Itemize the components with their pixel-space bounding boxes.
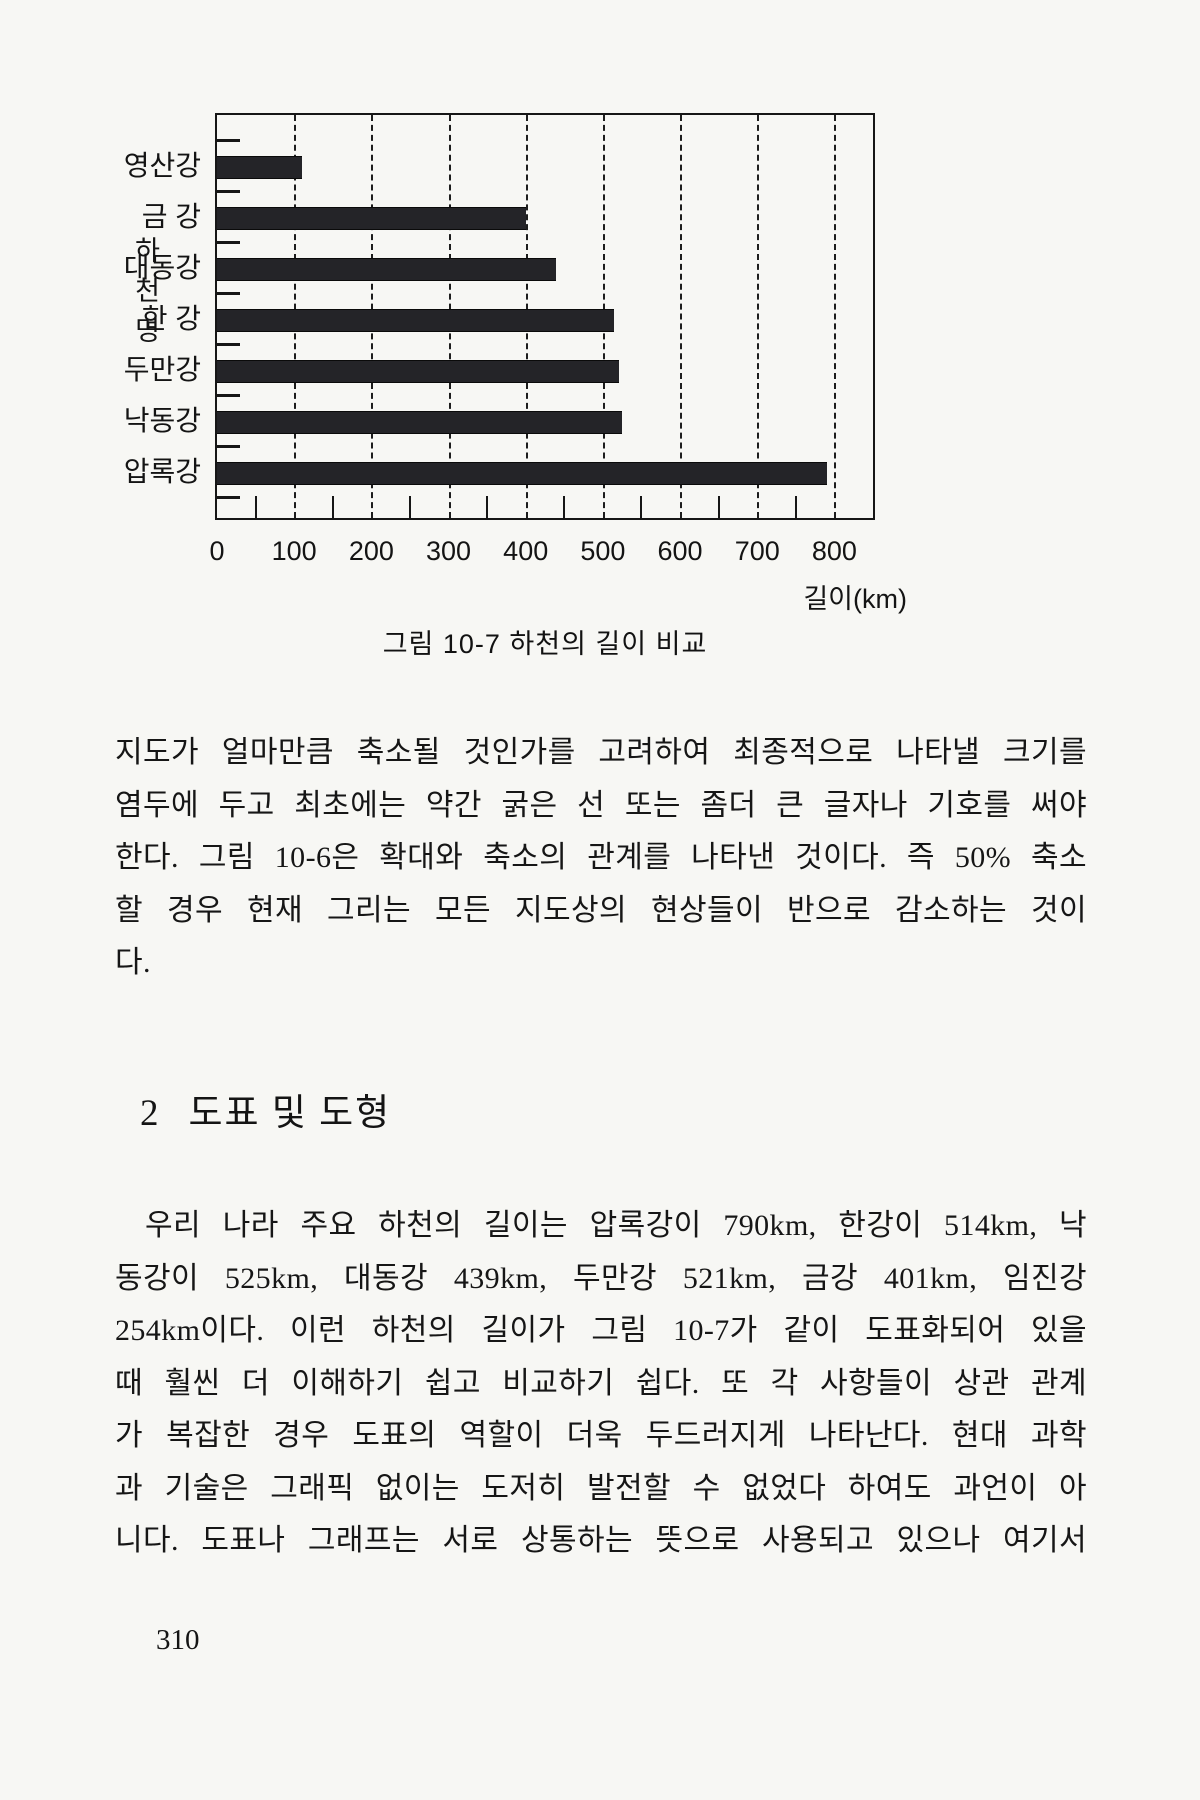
x-tick-label-400: 400 <box>503 536 549 566</box>
x-minor-tick-550 <box>640 496 643 518</box>
bar-금강 <box>217 206 527 230</box>
text-line: 254km이다. 이런 하천의 길이가 그림 10-7가 같이 도표화되어 있을 <box>115 1314 1087 1347</box>
text-line: 가 복잡한 경우 도표의 역할이 더욱 두드러지게 나타난다. 현대 과학 <box>115 1419 1087 1452</box>
category-label: 두만강 <box>123 354 201 385</box>
category-label: 낙동강 <box>123 405 201 436</box>
text-line: 지도가 얼마만큼 축소될 것인가를 고려하여 최종적으로 나타낼 크기를 <box>115 736 1087 769</box>
x-tick-label-700: 700 <box>734 536 780 566</box>
x-tick-label-100: 100 <box>271 536 317 566</box>
y-axis-tick <box>217 189 240 193</box>
x-minor-tick-250 <box>408 496 411 518</box>
x-tick-label-0: 0 <box>209 536 225 566</box>
gridline-800 <box>834 115 837 518</box>
bar-영산강 <box>217 155 302 179</box>
text-line: 우리 나라 주요 하천의 길이는 압록강이 790km, 한강이 514km, … <box>145 1209 1087 1242</box>
bar-두만강 <box>217 359 620 383</box>
x-minor-tick-50 <box>254 496 257 518</box>
bar-대동강 <box>217 257 556 281</box>
section-number: 2 <box>140 1093 161 1134</box>
section-heading: 2 도표 및 도형 <box>140 1082 391 1136</box>
y-axis-tick <box>217 495 240 499</box>
gridline-600 <box>680 115 683 518</box>
category-label: 영산강 <box>123 150 201 181</box>
x-tick-label-600: 600 <box>657 536 703 566</box>
category-label: 대동강 <box>123 252 201 283</box>
y-axis-tick <box>217 342 240 346</box>
x-minor-tick-350 <box>486 496 489 518</box>
category-label: 한 강 <box>141 303 201 334</box>
figure-caption: 그림 10-7 하천의 길이 비교 <box>382 629 708 659</box>
category-label: 압록강 <box>123 456 201 487</box>
text-line: 때 훨씬 더 이해하기 쉽고 비교하기 쉽다. 또 각 사항들이 상관 관계 <box>115 1366 1087 1400</box>
bar-압록강 <box>217 461 827 485</box>
bar-chart-plot-area <box>215 113 875 520</box>
chart-y-axis-title: 하천명 <box>130 236 160 356</box>
text-line: 한다. 그림 10-6은 확대와 축소의 관계를 나타낸 것이다. 즉 50% … <box>115 841 1087 874</box>
bar-한강 <box>217 308 614 332</box>
text-line: 할 경우 현재 그리는 모든 지도상의 현상들이 반으로 감소하는 것이 <box>115 893 1087 927</box>
chart-x-axis-tick-labels: 0 100 200 300 400 500 600 700 800 <box>209 536 935 572</box>
y-axis-tick <box>217 291 240 295</box>
x-tick-label-300: 300 <box>425 536 472 566</box>
section-title: 도표 및 도형 <box>188 1093 392 1134</box>
x-minor-tick-750 <box>794 496 797 518</box>
bar-낙동강 <box>217 410 623 434</box>
x-minor-tick-150 <box>331 496 334 518</box>
text-line: 동강이 525km, 대동강 439km, 두만강 521km, 금강 401k… <box>115 1261 1087 1295</box>
x-minor-tick-450 <box>563 496 566 518</box>
chart-x-axis-unit-label: 길이(km) <box>803 584 907 614</box>
category-label: 금 강 <box>141 201 201 232</box>
x-tick-label-800: 800 <box>811 536 857 566</box>
body-paragraph-2: 우리 나라 주요 하천의 길이는 압록강이 790km, 한강이 514km, … <box>115 1200 1087 1568</box>
text-line: 니다. 도표나 그래프는 서로 상통하는 뜻으로 사용되고 있으나 여기서 <box>115 1524 1087 1557</box>
y-axis-tick <box>217 444 240 448</box>
x-tick-label-200: 200 <box>348 536 394 566</box>
x-minor-tick-650 <box>717 496 720 518</box>
text-line: 다. <box>115 946 151 979</box>
text-line: 과 기술은 그래픽 없이는 도저히 발전할 수 없었다 하여도 과언이 아 <box>115 1471 1087 1505</box>
gridline-700 <box>757 115 760 518</box>
y-axis-tick <box>217 138 240 142</box>
y-axis-tick <box>217 240 240 244</box>
text-line: 염두에 두고 최초에는 약간 굵은 선 또는 좀더 큰 글자나 기호를 써야 <box>115 788 1087 822</box>
page-number: 310 <box>156 1624 200 1656</box>
y-axis-tick <box>217 393 240 397</box>
x-tick-label-500: 500 <box>580 536 626 566</box>
